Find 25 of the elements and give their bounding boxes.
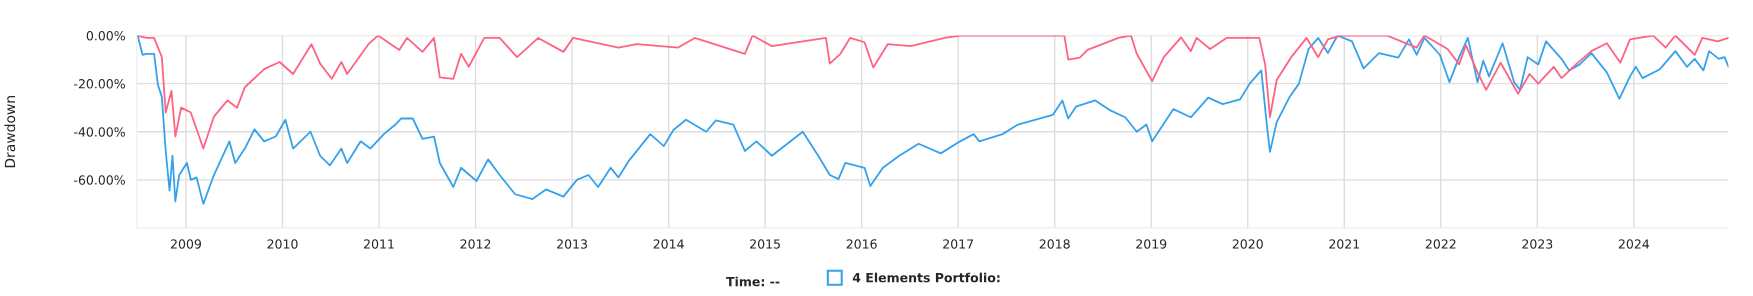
x-tick-label: 2021 <box>1329 239 1360 249</box>
x-tick-label: 2009 <box>170 239 201 249</box>
x-tick-label: 2024 <box>1618 239 1650 249</box>
y-axis-title: Drawdown <box>4 96 16 168</box>
y-tick-label: -40.00% <box>74 127 125 137</box>
x-tick-label: 2017 <box>943 239 974 249</box>
y-tick-label: 0.00% <box>86 30 125 41</box>
y-tick-label: -20.00% <box>74 79 125 89</box>
y-tick-label: -60.00% <box>74 175 125 185</box>
x-tick-label: 2012 <box>460 239 491 249</box>
line-series <box>136 35 1729 150</box>
x-tick-label: 2011 <box>364 239 394 249</box>
x-tick-label: 2016 <box>846 239 877 249</box>
x-tick-label: 2014 <box>653 239 684 249</box>
x-tick-label: 2015 <box>750 239 780 249</box>
text: Time: -- <box>726 276 780 287</box>
x-tick-label: 2022 <box>1425 239 1456 249</box>
legend-label: 4 Elements Portfolio: <box>852 272 1000 283</box>
x-tick-label: 2013 <box>557 239 587 249</box>
x-tick-label: 2018 <box>1039 239 1070 249</box>
x-tick-label: 2010 <box>267 239 298 249</box>
x-tick-label: 2019 <box>1136 239 1167 249</box>
x-tick-label: 2020 <box>1232 239 1263 249</box>
x-tick-label: 2023 <box>1522 239 1553 249</box>
line-series <box>136 35 1729 205</box>
